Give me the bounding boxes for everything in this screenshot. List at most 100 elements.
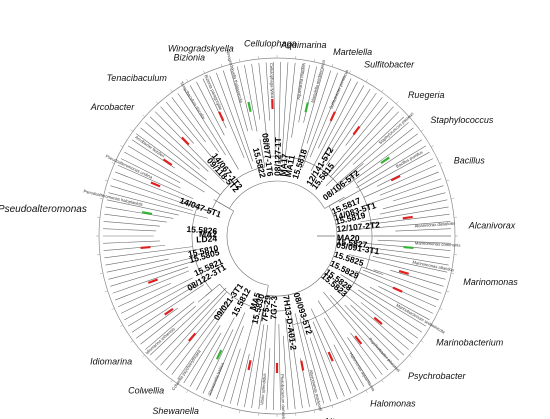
tree-leaf-branch [325,92,377,166]
tree-leaf-branch [183,88,226,156]
genus-label: Cellulophaga [244,38,297,48]
clade-marker [380,156,390,165]
tree-leaf-branch [278,62,281,164]
tree-leaf-branch [344,304,399,361]
tree-leaf-branch [209,75,245,159]
tree-leaf-branch [103,221,161,227]
tree-leaf-branch [349,127,414,179]
tree-leaf-branch [360,178,442,208]
ring-tick [451,198,455,200]
tree-leaf-branch [281,62,289,162]
ring-tick [130,340,134,343]
ring-tick [111,162,115,164]
tree-leaf-branch [136,307,179,339]
ring-tick [239,58,241,62]
tree-leaf-branch [357,289,423,333]
tree-leaf-branch [330,295,394,366]
tree-leaf-branch [278,324,281,410]
tree-leaf-branch [258,324,268,410]
tree-leaf-branch [297,68,325,161]
tree-leaf-branch [145,122,200,170]
ring-tick [313,58,315,62]
leaf-label: Alcanivorax dieselolei [414,221,455,229]
genus-label: Pseudoalteromonas [0,204,87,215]
tree-leaf-branch [310,308,352,394]
tree-leaf-branch [379,171,439,196]
ring-tick [130,129,134,132]
tree-leaf-branch [282,335,289,410]
tree-leaf-branch [378,285,433,314]
clade-marker [403,245,414,250]
clade-marker [392,286,403,293]
clade-marker [352,125,361,136]
isolate-label: LD24 [196,233,218,244]
ring-tick [313,410,315,414]
clade-marker [247,101,252,113]
tree-leaf-branch [121,158,181,189]
leaf-label: Vibrio splendidus [259,373,267,405]
clade-arc [210,166,265,213]
clade-marker [398,269,409,275]
clade-stem [259,139,264,158]
ring-tick [203,70,205,74]
tree-leaf-branch [244,309,264,407]
genus-label: Sulfitobacter [364,59,415,69]
ring-tick [409,114,412,118]
tree-leaf-branch [131,284,204,333]
tree-leaf-branch [160,291,228,366]
tree-leaf-branch [171,301,228,375]
tree-leaf-branch [149,116,209,172]
genus-label: Alteromonas [322,417,374,419]
ring-tick [420,340,424,343]
tree-leaf-branch [350,304,405,356]
tree-leaf-branch [377,239,451,244]
tree-leaf-branch [265,348,271,410]
tree-leaf-branch [359,246,450,259]
clade-marker [150,181,161,188]
leaf-label: Martelella mediterranea [310,59,326,103]
ring-tick [104,179,108,182]
tree-leaf-branch [303,66,318,123]
ring-tick [395,101,399,104]
tree-leaf-branch [229,68,249,132]
tree-leaf-branch [103,245,166,251]
genus-label: Staphylococcus [430,115,494,125]
clade-marker [140,245,151,250]
tree-leaf-branch [189,85,239,170]
ring-tick [439,162,443,164]
tree-leaf-branch [357,139,423,183]
tree-leaf-branch [115,171,202,207]
tree-leaf-branch [369,286,430,321]
tree-leaf-branch [251,324,265,409]
genus-label: Aquimarina [280,40,327,50]
tree-leaf-branch [112,178,193,207]
ring-tick [365,390,368,393]
isolate-label: MA11 [283,154,297,178]
tree-leaf-branch [103,240,160,244]
clade-stem [264,285,269,304]
ring-tick [451,272,455,274]
clade-arc [266,205,338,297]
ring-tick [431,145,434,148]
tree-leaf-branch [177,92,219,153]
genus-label: Bacillus [454,155,486,165]
ring-tick [186,79,189,82]
isolate-label: MA2 [199,229,217,239]
isolate-label: 15.5826 [186,224,218,236]
clade-marker [147,278,159,284]
tree-leaf-branch [265,62,271,121]
clade-marker [141,211,153,216]
tree-leaf-branch [106,258,169,273]
clade-stem [328,196,345,207]
tree-leaf-branch [103,228,157,232]
tree-leaf-branch [285,318,296,410]
tree-leaf-branch [290,329,303,409]
genus-label: Martelella [333,47,372,57]
leaf-label: Arcobacter butzleri [134,134,166,158]
tree-leaf-branch [366,213,450,226]
clade-marker [188,332,197,342]
leaf-label: Psychrobacter piscatorii [368,337,402,373]
tree-leaf-branch [106,199,179,216]
ring-tick [111,308,115,310]
